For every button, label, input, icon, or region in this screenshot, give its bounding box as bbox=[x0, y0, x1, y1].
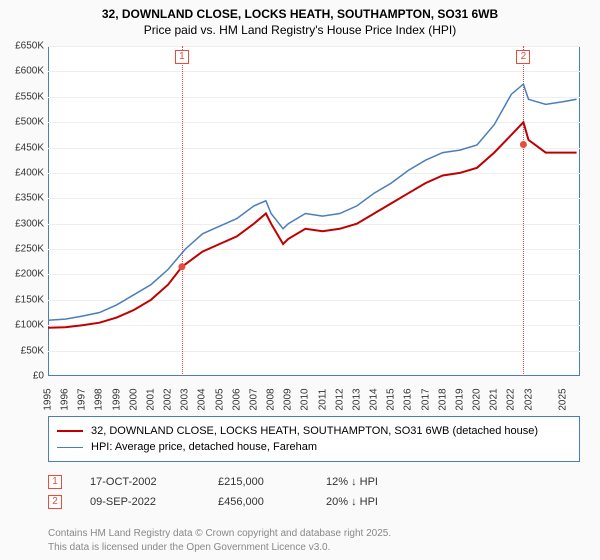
sale-2-date: 09-SEP-2022 bbox=[90, 496, 190, 508]
sale-marker-1: 1 bbox=[175, 50, 189, 64]
sale-2-delta: 20% ↓ HPI bbox=[326, 496, 378, 508]
sale-marker-2-icon: 2 bbox=[48, 495, 62, 509]
legend-swatch-hpi bbox=[57, 447, 83, 448]
chart-area: £0£50K£100K£150K£200K£250K£300K£350K£400… bbox=[48, 46, 580, 376]
footer-attribution: Contains HM Land Registry data © Crown c… bbox=[48, 527, 391, 554]
sales-row-2: 2 09-SEP-2022 £456,000 20% ↓ HPI bbox=[48, 492, 580, 512]
sale-1-price: £215,000 bbox=[218, 476, 298, 488]
title-line2: Price paid vs. HM Land Registry's House … bbox=[144, 23, 456, 37]
sales-row-1: 1 17-OCT-2002 £215,000 12% ↓ HPI bbox=[48, 472, 580, 492]
legend-label-subject: 32, DOWNLAND CLOSE, LOCKS HEATH, SOUTHAM… bbox=[91, 425, 538, 437]
legend-row-subject: 32, DOWNLAND CLOSE, LOCKS HEATH, SOUTHAM… bbox=[57, 423, 571, 439]
series-hpi bbox=[48, 84, 577, 320]
sale-2-price: £456,000 bbox=[218, 496, 298, 508]
legend-and-table: 32, DOWNLAND CLOSE, LOCKS HEATH, SOUTHAM… bbox=[48, 416, 580, 512]
legend-row-hpi: HPI: Average price, detached house, Fare… bbox=[57, 439, 571, 455]
footer-line2: This data is licensed under the Open Gov… bbox=[48, 542, 330, 553]
chart-title: 32, DOWNLAND CLOSE, LOCKS HEATH, SOUTHAM… bbox=[0, 0, 600, 38]
sales-table: 1 17-OCT-2002 £215,000 12% ↓ HPI 2 09-SE… bbox=[48, 472, 580, 512]
footer-line1: Contains HM Land Registry data © Crown c… bbox=[48, 528, 391, 539]
sale-marker-2: 2 bbox=[516, 50, 530, 64]
sale-1-date: 17-OCT-2002 bbox=[90, 476, 190, 488]
title-line1: 32, DOWNLAND CLOSE, LOCKS HEATH, SOUTHAM… bbox=[102, 7, 498, 21]
legend: 32, DOWNLAND CLOSE, LOCKS HEATH, SOUTHAM… bbox=[48, 416, 580, 462]
series-subject bbox=[48, 122, 577, 328]
legend-label-hpi: HPI: Average price, detached house, Fare… bbox=[91, 441, 317, 453]
sale-1-delta: 12% ↓ HPI bbox=[326, 476, 378, 488]
series-lines bbox=[48, 46, 580, 376]
legend-swatch-subject bbox=[57, 430, 83, 432]
sale-marker-1-icon: 1 bbox=[48, 475, 62, 489]
